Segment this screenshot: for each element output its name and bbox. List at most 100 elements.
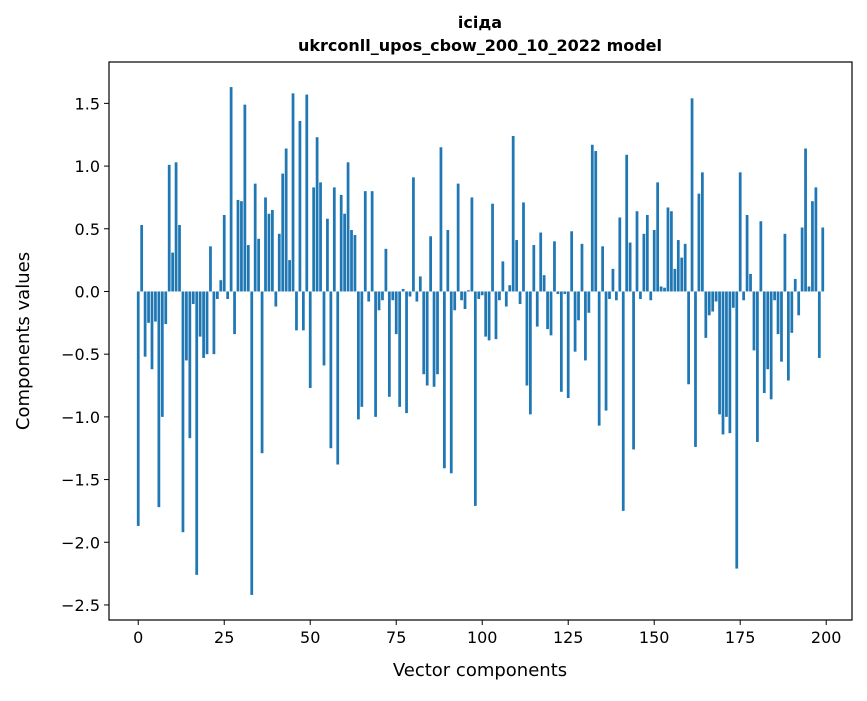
bar [291,93,295,292]
y-tick-label: 1.0 [75,157,100,176]
bar [264,197,267,292]
bar [301,291,305,331]
x-tick-label: 150 [639,628,670,647]
bar [652,230,656,292]
bar [783,233,787,292]
bar [346,162,350,292]
bar [711,291,715,312]
bar [202,291,205,358]
x-tick-label: 75 [386,628,406,647]
bar [394,291,398,335]
bar [408,291,412,297]
bar [494,291,498,340]
bar [780,291,783,362]
bar [418,276,422,292]
bar [205,291,209,355]
bar [649,291,653,301]
bar [756,291,759,442]
bar [154,291,157,322]
bar [790,291,794,333]
bar [639,291,642,299]
bar [191,291,195,305]
bar [621,291,625,511]
bar [700,172,704,292]
bar [312,187,316,292]
bar [680,257,684,292]
bar [336,291,340,465]
bar [749,273,752,292]
bar [229,87,233,292]
bar [425,291,429,386]
bar [236,199,240,292]
bar [659,286,663,292]
bar [446,230,450,292]
bar [253,183,257,292]
bar [608,291,611,299]
x-tick-label: 125 [553,628,584,647]
bar [164,291,168,325]
bar [329,291,333,449]
bar [185,291,188,361]
bar [807,286,811,292]
bar [745,214,749,292]
y-tick-label: −0.5 [61,345,100,364]
bar [453,291,457,311]
x-tick-label: 25 [214,628,234,647]
bar [817,291,821,358]
bar [563,291,567,294]
bar [222,214,226,292]
bar [147,291,150,323]
bar [573,291,577,352]
bar [288,260,291,292]
bar [776,291,780,335]
bar [188,291,192,439]
bar [587,291,591,313]
bar [584,291,587,361]
bar [656,182,660,292]
bar [315,137,319,292]
bar [728,291,732,434]
bar [267,213,271,292]
bar [518,291,522,305]
x-tick-label: 0 [133,628,143,647]
y-tick-label: −2.5 [61,596,100,615]
bar [645,214,649,292]
bar [539,232,543,292]
bar [793,278,797,292]
bar [381,291,384,301]
bar [412,177,415,292]
bar [735,291,739,569]
bar [800,227,804,292]
bar [611,268,615,292]
bar [436,291,439,375]
bar [704,291,708,338]
bar [391,291,395,301]
bar [683,243,687,292]
bar [460,291,463,301]
bar [515,240,518,292]
bar [477,291,481,299]
bar [759,221,763,292]
x-tick-label: 100 [467,628,498,647]
bar [422,291,426,375]
bar [773,291,776,301]
bar [673,268,677,292]
bar [532,245,536,292]
bar [363,191,367,292]
bar [632,291,635,450]
bar [570,231,574,292]
bar [525,291,529,386]
bar [281,173,285,292]
bar [804,148,807,292]
bar [718,291,721,415]
bar [212,291,216,355]
bar [546,291,549,330]
bar [484,291,488,337]
bar [277,233,281,292]
chart-subtitle: ukrconll_upos_cbow_200_10_2022 model [298,36,662,55]
bar [577,291,580,321]
bar [322,291,326,366]
bar [136,291,140,526]
x-axis-ticks: 0 25 50 75 100 125 150 175 200 [133,620,841,647]
bar [769,291,773,400]
